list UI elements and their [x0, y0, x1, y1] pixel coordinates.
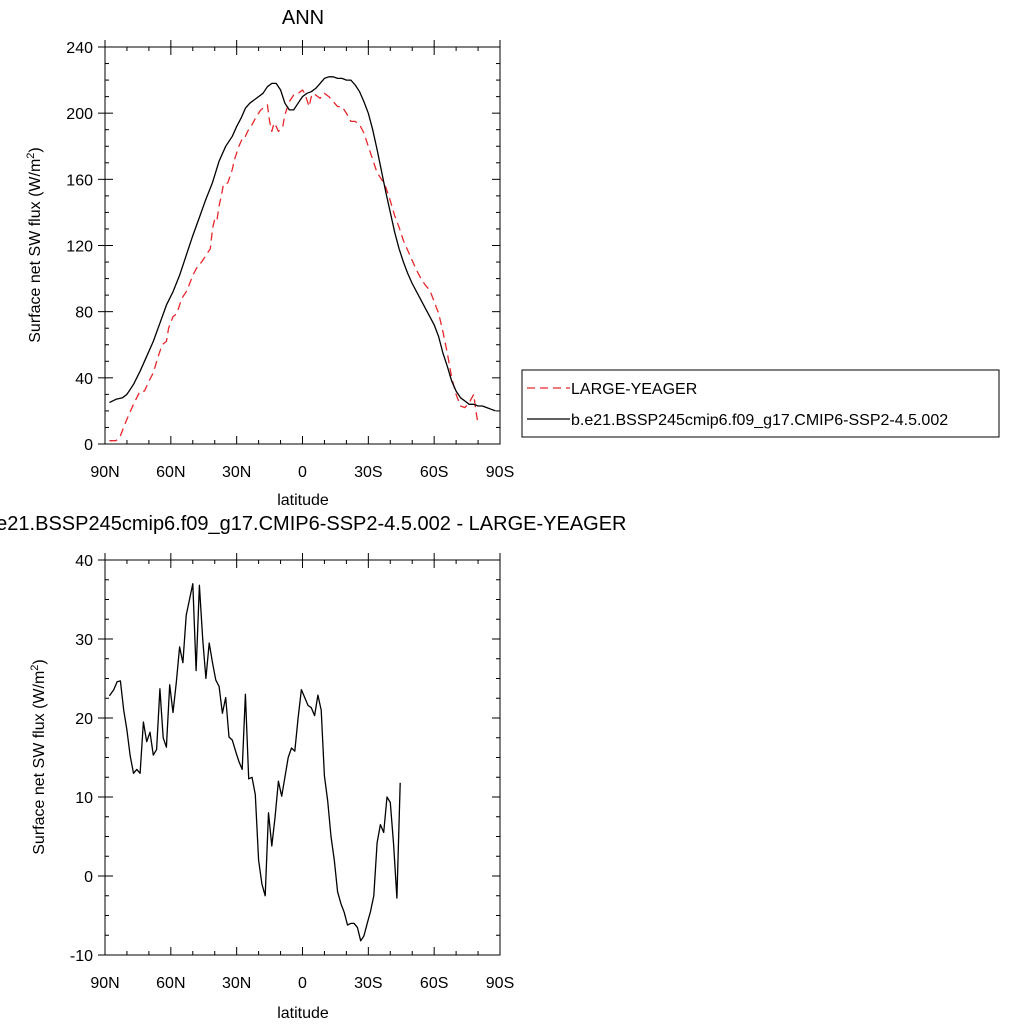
top-y-tick-label: 0 [84, 437, 93, 454]
bottom-y-tick-label: -10 [70, 948, 93, 965]
top-x-ticks: 90N 60N 30N 0 30S 60S 90S [90, 40, 514, 481]
bottom-plot-frame [104, 559, 501, 956]
legend-box [521, 369, 1000, 438]
bottom-x-axis-label: latitude [277, 1005, 329, 1022]
bottom-series [108, 583, 401, 942]
top-y-ticks: 0 40 80 120 160 200 240 [66, 40, 500, 454]
top-y-tick-label: 200 [66, 106, 93, 123]
top-chart-title: ANN [282, 7, 324, 29]
top-x-tick-label: 90S [486, 464, 514, 481]
top-y-tick-label: 120 [66, 239, 93, 256]
legend-label-large-yeager: LARGE-YEAGER [571, 381, 697, 398]
top-y-tick-label: 160 [66, 172, 93, 189]
bottom-y-tick-label: 30 [75, 632, 93, 649]
top-x-tick-label: 30N [222, 464, 251, 481]
bottom-y-tick-label: 10 [75, 790, 93, 807]
bottom-x-tick-label: 90S [486, 975, 514, 992]
bottom-y-tick-label: 0 [84, 869, 93, 886]
top-y-axis-label: Surface net SW flux (W/m2) [25, 147, 44, 343]
bottom-y-tick-label: 20 [75, 711, 93, 728]
top-y-tick-label: 80 [75, 305, 93, 322]
bottom-chart-title: b.e21.BSSP245cmip6.f09_g17.CMIP6-SSP2-4.… [0, 513, 627, 535]
bottom-x-tick-label: 60N [156, 975, 185, 992]
legend-label-bssp245: b.e21.BSSP245cmip6.f09_g17.CMIP6-SSP2-4.… [571, 412, 948, 429]
top-x-tick-label: 0 [298, 464, 307, 481]
bottom-y-ticks: -10 0 10 20 30 40 [70, 553, 500, 965]
bottom-x-tick-label: 60S [420, 975, 448, 992]
top-series-line-1 [109, 76, 496, 412]
legend: LARGE-YEAGER b.e21.BSSP245cmip6.f09_g17.… [521, 369, 1000, 438]
bottom-x-tick-label: 0 [298, 975, 307, 992]
top-series [109, 76, 496, 442]
top-x-tick-label: 60S [420, 464, 448, 481]
bottom-series-line-0 [108, 583, 401, 942]
top-x-axis-label: latitude [277, 492, 329, 509]
bottom-x-ticks: 90N 60N 30N 0 30S 60S 90S [90, 553, 514, 992]
bottom-y-tick-label: 40 [75, 553, 93, 570]
top-y-tick-label: 240 [66, 40, 93, 57]
top-x-tick-label: 60N [156, 464, 185, 481]
bottom-x-tick-label: 30S [354, 975, 382, 992]
top-series-line-0 [109, 89, 479, 442]
top-x-tick-label: 90N [90, 464, 119, 481]
bottom-x-tick-label: 90N [90, 975, 119, 992]
top-plot-frame [104, 46, 501, 445]
top-x-tick-label: 30S [354, 464, 382, 481]
bottom-panel: b.e21.BSSP245cmip6.f09_g17.CMIP6-SSP2-4.… [0, 513, 627, 1022]
top-y-tick-label: 40 [75, 371, 93, 388]
bottom-y-axis-label: Surface net SW flux (W/m2) [29, 659, 48, 855]
bottom-x-tick-label: 30N [222, 975, 251, 992]
